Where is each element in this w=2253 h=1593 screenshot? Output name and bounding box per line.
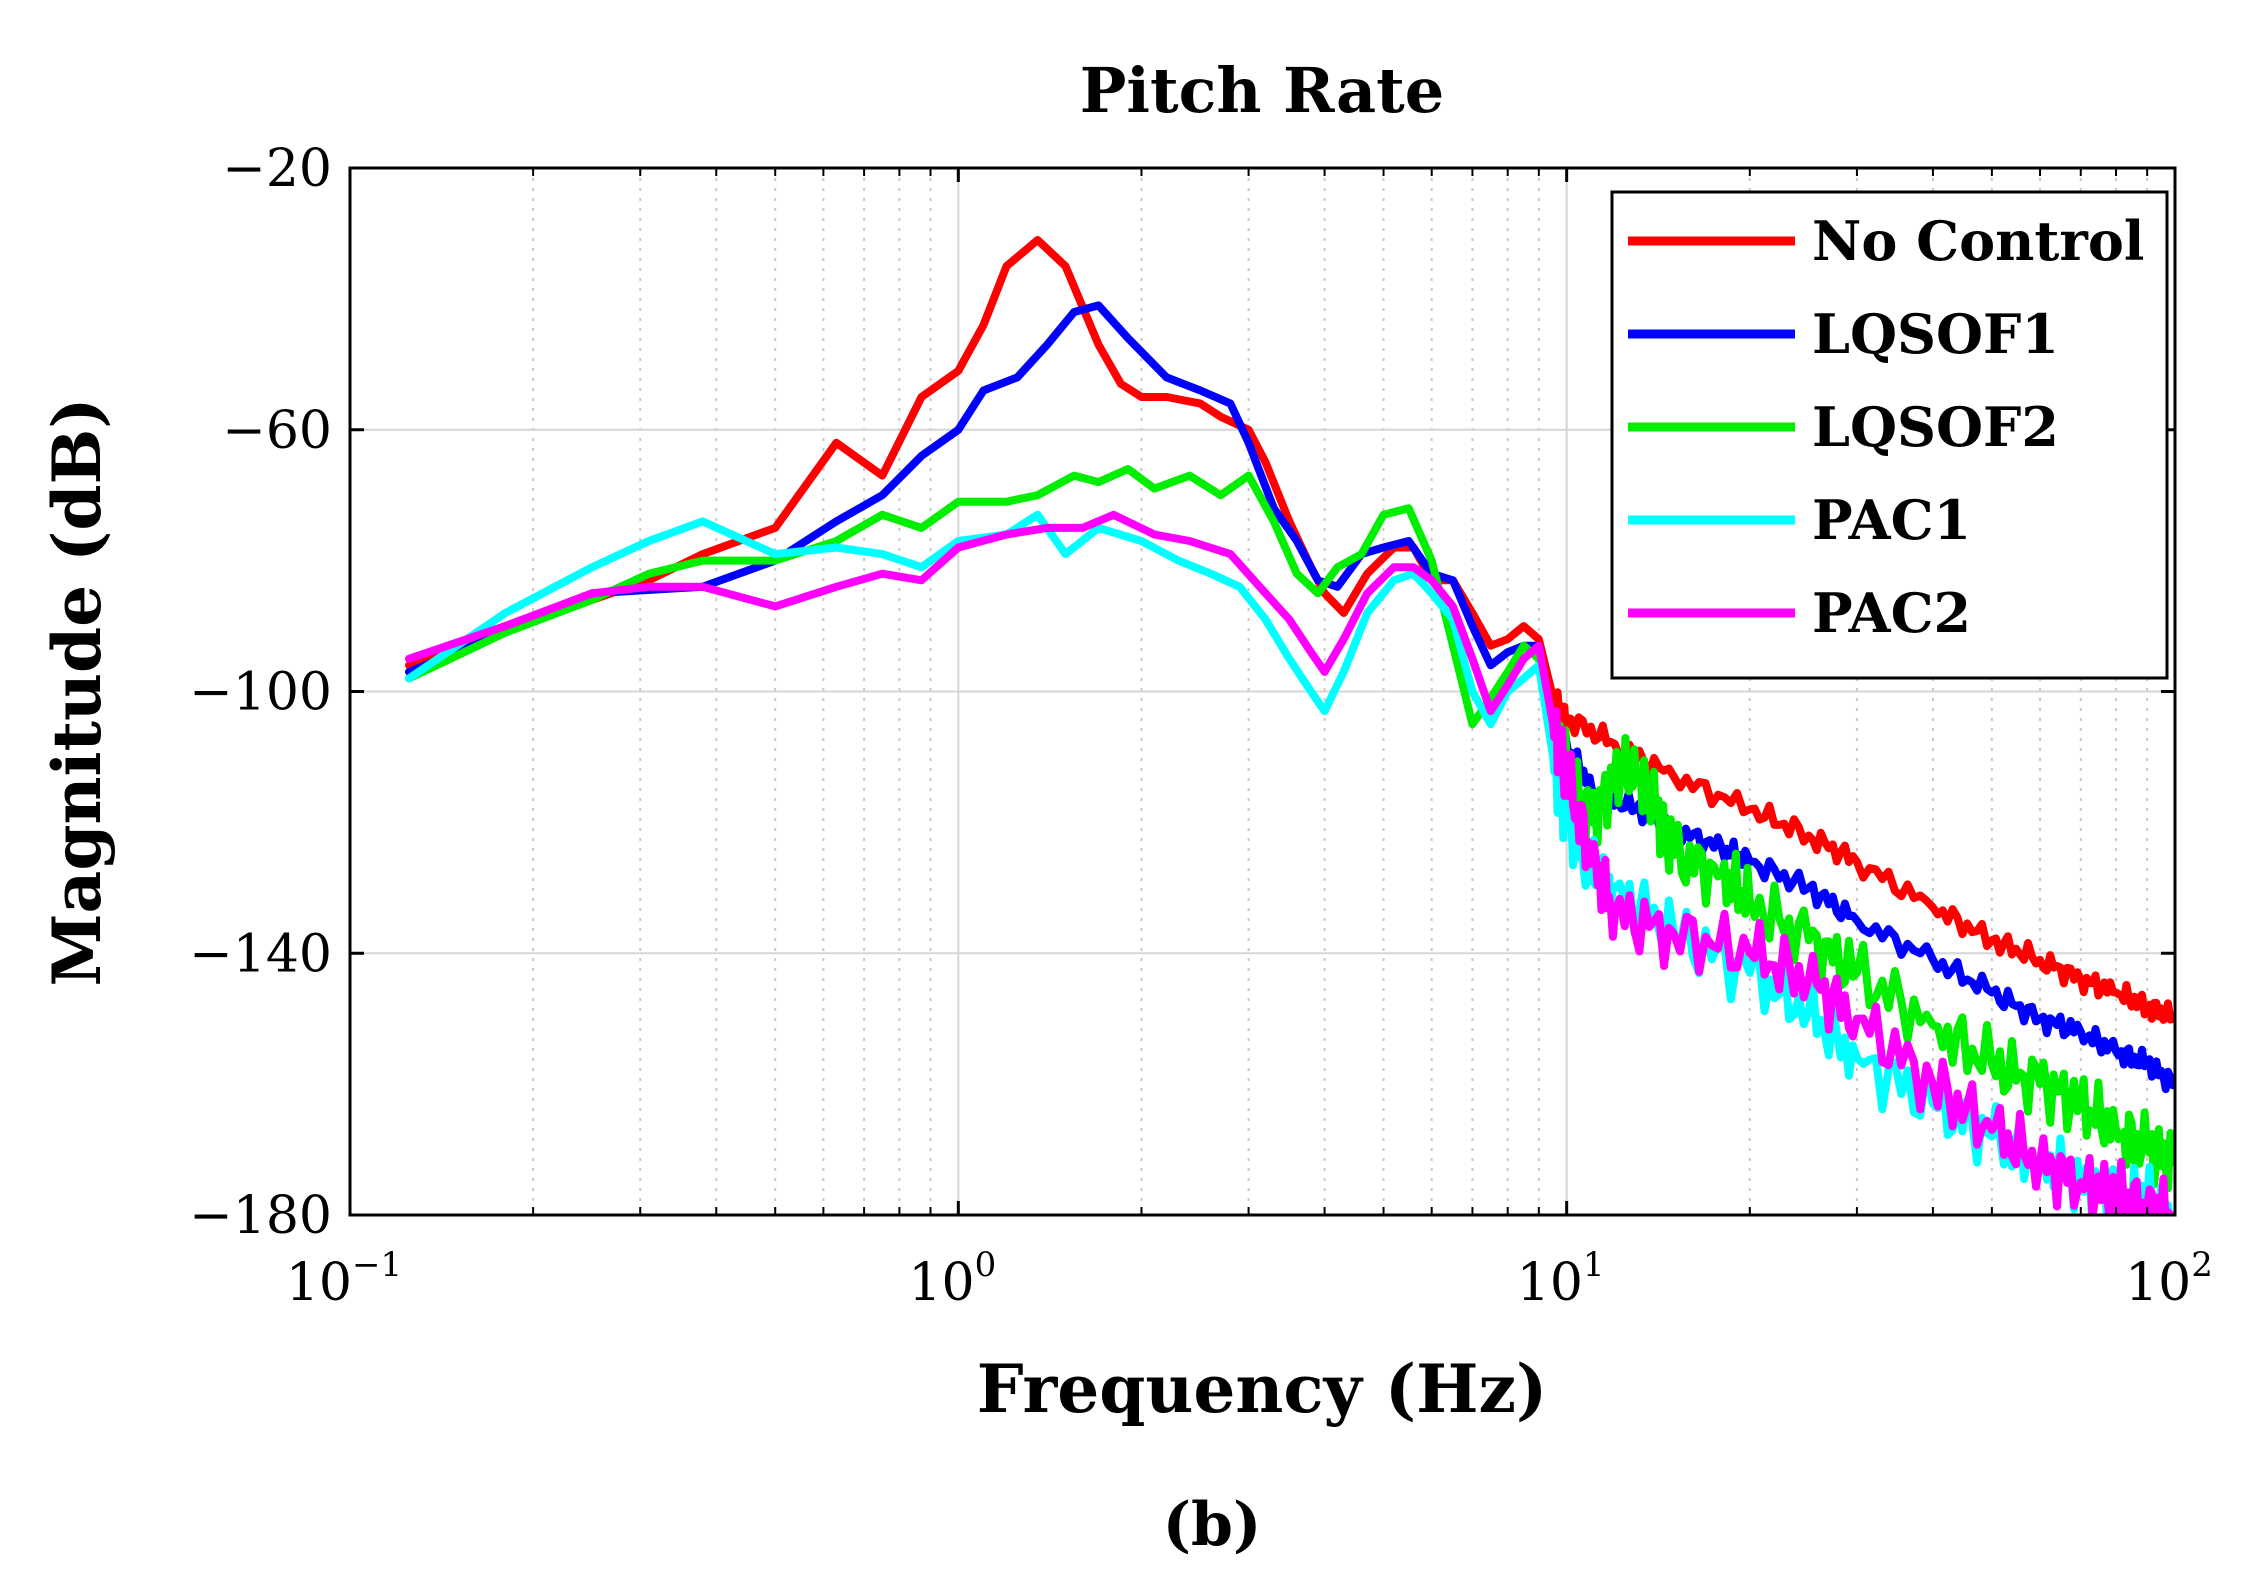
legend-label: No Control [1812, 209, 2144, 273]
y-axis-label: Magnitude (dB) [38, 397, 116, 986]
y-tick-label: −20 [222, 139, 332, 199]
y-axis-ticks: −20 −60 −100 −140 −180 [189, 139, 2175, 1246]
legend-label: LQSOF1 [1812, 302, 2059, 366]
x-tick-label: 10−1 [286, 1245, 402, 1313]
x-axis-label: Frequency (Hz) [977, 1350, 1547, 1428]
x-tick-label: 102 [2125, 1245, 2213, 1313]
minor-grid [532, 168, 2149, 1215]
chart-title: Pitch Rate [1080, 54, 1444, 127]
x-axis-ticks: 10−1 100 101 102 [286, 168, 2213, 1313]
legend-label: PAC2 [1812, 581, 1971, 645]
x-tick-label: 100 [908, 1245, 996, 1313]
x-tick-label: 101 [1517, 1245, 1605, 1313]
legend-box [1610, 190, 2169, 680]
series-line-pac2 [405, 510, 2175, 1215]
series-line-no-control [405, 236, 2175, 1024]
series-lines [405, 236, 2175, 1215]
y-tick-label: −180 [189, 1186, 332, 1246]
legend: No Control LQSOF1 LQSOF2 PAC1 PAC2 [1610, 190, 2169, 680]
legend-label: LQSOF2 [1812, 395, 2059, 459]
y-tick-label: −60 [222, 401, 332, 461]
legend-label: PAC1 [1812, 488, 1971, 552]
figure-caption: (b) [1163, 1490, 1262, 1560]
y-tick-label: −100 [189, 663, 332, 723]
y-tick-label: −140 [189, 924, 332, 984]
